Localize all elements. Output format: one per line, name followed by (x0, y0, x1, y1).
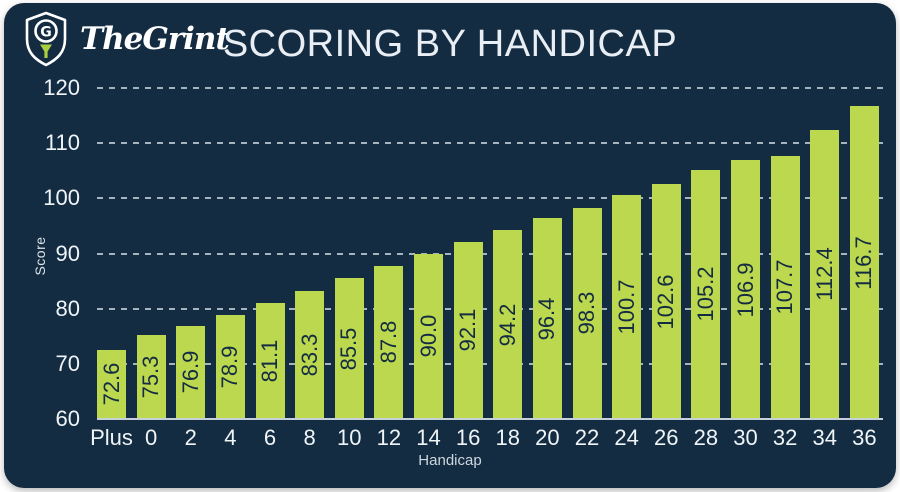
bar-value-label: 90.0 (415, 314, 441, 358)
bar-2: 76.9 (176, 325, 206, 419)
bar-14: 90.0 (414, 253, 443, 419)
gridline-100 (97, 197, 883, 200)
page-title: SCORING BY HANDICAP (222, 23, 678, 65)
bar-18: 94.2 (493, 230, 523, 419)
x-tick-label-2: 2 (184, 425, 197, 450)
bar-6: 81.1 (255, 302, 285, 419)
x-tick-label-Plus: Plus (90, 425, 133, 450)
svg-text:G: G (40, 25, 52, 41)
x-tick-label-32: 32 (772, 425, 798, 450)
x-tick-label-14: 14 (416, 425, 441, 450)
bar-34: 112.4 (810, 129, 840, 419)
gridline-90 (97, 252, 883, 255)
x-axis-ticks: Plus 0 2 4 6 8 10 12 14 16 18 20 22 24 26 28 30 32 34 36 (90, 425, 879, 451)
x-tick-label-16: 16 (455, 425, 481, 450)
y-axis-title: Score (32, 236, 48, 276)
shield-tee-icon: G (25, 11, 67, 67)
bar-28: 105.2 (691, 169, 721, 419)
x-tick-label-28: 28 (693, 425, 719, 450)
bar-4: 78.9 (215, 314, 245, 419)
bar-26: 102.6 (651, 184, 681, 419)
x-tick-label-30: 30 (733, 425, 758, 450)
x-tick-label-4: 4 (224, 425, 237, 450)
x-tick-label-6: 6 (263, 425, 277, 450)
y-tick-label-80: 80 (55, 295, 80, 321)
gridline-70 (97, 362, 883, 365)
x-axis-line (97, 418, 883, 420)
y-tick-label-60: 60 (55, 406, 80, 431)
bar-32: 107.7 (770, 155, 800, 419)
bar-value-label: 105.2 (692, 266, 718, 322)
x-tick-label-12: 12 (376, 425, 402, 450)
bar-value-label: 116.7 (851, 235, 877, 290)
brand-name: TheGrint (80, 21, 230, 57)
x-tick-label-24: 24 (614, 425, 639, 450)
bar-8: 83.3 (295, 290, 325, 419)
bar-value-label: 98.3 (574, 291, 599, 335)
bar-Plus: 72.6 (97, 349, 126, 419)
bar-value-label: 87.8 (375, 320, 401, 364)
bar-value-label: 85.5 (336, 327, 362, 371)
x-tick-label-22: 22 (574, 425, 600, 450)
bar-value-label: 78.9 (217, 345, 243, 389)
x-tick-label-36: 36 (852, 425, 877, 450)
bar-value-label: 112.4 (811, 247, 837, 302)
bar-value-label: 100.7 (613, 279, 639, 335)
x-tick-label-34: 34 (812, 425, 837, 450)
gridline-120 (97, 87, 883, 89)
bars-container: 72.6 75.3 76.9 78.9 81.1 83.3 85.5 87.8 90.0 92.1… (97, 88, 879, 419)
brand-logo: G TheGrint (22, 11, 230, 67)
bar-10: 85.5 (334, 278, 364, 419)
x-tick-label-0: 0 (145, 425, 158, 450)
bar-value-label: 94.2 (494, 303, 520, 347)
bar-30: 106.9 (731, 160, 760, 419)
bar-22: 98.3 (572, 207, 602, 419)
bar-value-label: 75.3 (138, 355, 164, 399)
y-tick-label-100: 100 (43, 185, 80, 211)
x-tick-label-20: 20 (535, 425, 560, 450)
x-tick-label-8: 8 (303, 425, 316, 450)
bar-20: 96.4 (532, 218, 562, 419)
bar-value-label: 96.4 (534, 297, 560, 341)
bar-chart: 60 70 80 90 100 110 120 Score 72.6 75.3 76.9 78.9… (4, 3, 896, 488)
bar-value-label: 83.3 (296, 333, 322, 377)
y-tick-label-110: 110 (44, 130, 80, 156)
bar-36: 116.7 (849, 106, 879, 419)
bar-12: 87.8 (374, 265, 404, 419)
y-tick-label-70: 70 (55, 350, 80, 376)
bar-24: 100.7 (612, 194, 642, 419)
x-tick-label-10: 10 (337, 425, 362, 450)
bar-value-label: 81.1 (257, 339, 282, 383)
x-tick-label-18: 18 (495, 425, 520, 450)
golf-tee-shape (40, 44, 52, 58)
bar-0: 75.3 (136, 334, 166, 419)
bar-value-label: 106.9 (732, 262, 758, 318)
gridline-80 (97, 307, 883, 310)
bar-value-label: 92.1 (455, 309, 481, 352)
y-tick-label-120: 120 (43, 75, 80, 100)
x-tick-label-26: 26 (654, 425, 679, 450)
gridline-110 (97, 142, 883, 145)
bar-value-label: 72.6 (98, 362, 124, 406)
y-tick-label-90: 90 (55, 240, 80, 266)
bar-value-label: 102.6 (653, 273, 679, 330)
x-axis-title: Handicap (418, 452, 482, 469)
bar-16: 92.1 (453, 241, 483, 419)
bar-value-label: 107.7 (772, 259, 798, 315)
bar-value-label: 76.9 (177, 350, 203, 394)
chart-card: G TheGrint SCORING BY HANDICAP 60 70 80 90 1… (4, 3, 896, 488)
